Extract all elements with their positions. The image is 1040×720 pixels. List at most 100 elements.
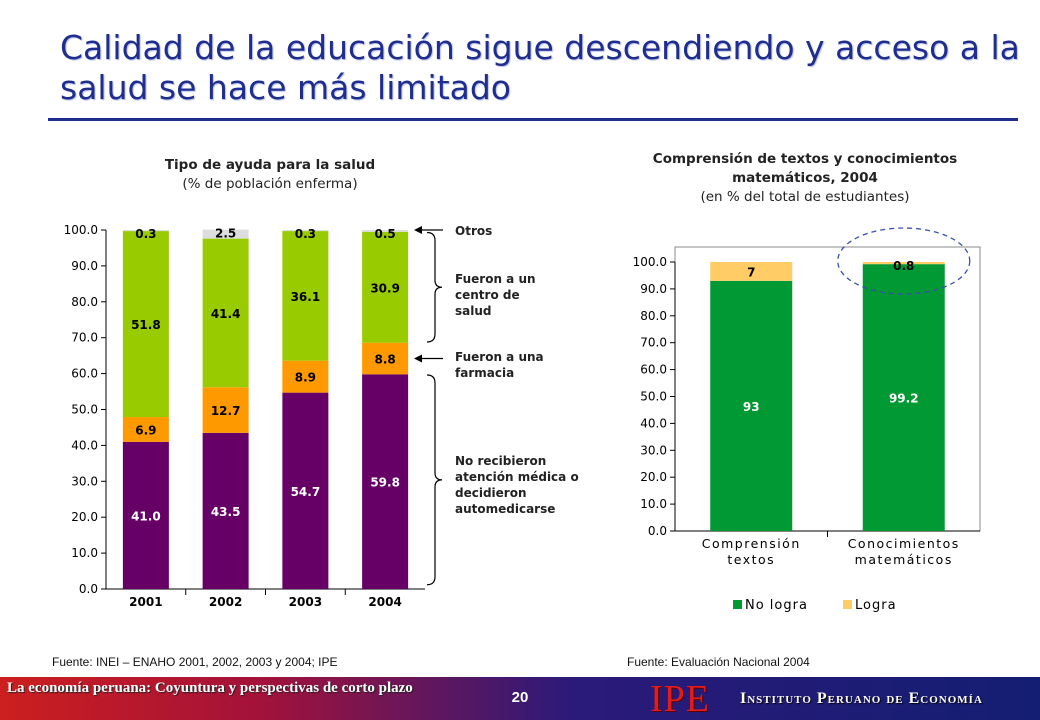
annotation-line: farmacia (455, 366, 514, 380)
annotation-line: decidieron (455, 486, 527, 500)
left-chart-bar-segment (282, 230, 329, 232)
left-chart-y-tick-label: 0.0 (79, 582, 98, 596)
annotation-line: atención médica o (455, 470, 579, 484)
farmacia-arrow-head (414, 354, 422, 363)
right-chart-source: Fuente: Evaluación Nacional 2004 (627, 655, 810, 669)
left-chart-data-label: 41.4 (211, 307, 241, 321)
centro-brace (426, 231, 443, 343)
right-chart-data-label: 93 (743, 400, 760, 414)
slide-title: Calidad de la educación sigue descendien… (60, 28, 1020, 107)
left-chart-data-label: 0.5 (374, 227, 395, 241)
annotation-otros: Otros (455, 224, 492, 238)
left-chart-x-tick-label: 2004 (368, 595, 401, 609)
left-chart-y-tick-label: 30.0 (71, 474, 98, 488)
left-chart-x-tick-label: 2001 (129, 595, 162, 609)
left-chart-y-tick-label: 40.0 (71, 438, 98, 452)
annotation-line: automedicarse (455, 502, 555, 516)
left-chart-data-label: 59.8 (370, 476, 400, 490)
left-chart-data-label: 2.5 (215, 227, 236, 241)
left-chart-source: Fuente: INEI – ENAHO 2001, 2002, 2003 y … (52, 655, 338, 669)
left-chart-bar-segment (122, 441, 169, 589)
left-chart-y-tick-label: 60.0 (71, 367, 98, 381)
annotation-line: No recibieron (455, 454, 546, 468)
right-chart-y-tick-label: 20.0 (640, 470, 667, 484)
right-chart-y-tick-label: 10.0 (640, 497, 667, 511)
left-chart-y-tick-label: 90.0 (71, 259, 98, 273)
right-chart-y-tick-label: 100.0 (633, 255, 667, 269)
left-chart-heading: Tipo de ayuda para la salud (% de poblac… (110, 156, 430, 194)
left-chart-data-label: 0.3 (135, 227, 156, 241)
left-chart-data-label: 54.7 (291, 485, 321, 499)
annotation-centro-de-salud: Fueron a un centro de salud (455, 272, 536, 318)
right-chart-y-tick-label: 90.0 (640, 282, 667, 296)
right-chart-y-tick-label: 40.0 (640, 416, 667, 430)
annotation-farmacia: Fueron a una farmacia (455, 350, 544, 380)
left-chart-data-label: 41.0 (131, 509, 161, 523)
left-chart-bar-segment (202, 229, 249, 239)
left-chart-data-label: 6.9 (135, 423, 156, 437)
left-chart-title: Tipo de ayuda para la salud (164, 157, 376, 173)
right-chart-data-label: 99.2 (889, 392, 919, 406)
left-chart-x-tick-label: 2002 (209, 595, 242, 609)
right-chart-y-tick-label: 80.0 (640, 309, 667, 323)
left-chart-data-label: 51.8 (131, 318, 161, 332)
annotation-line: Fueron a una (455, 350, 544, 364)
right-chart-legend-swatch (733, 600, 742, 609)
left-chart-bar-segment (362, 230, 409, 232)
left-chart-y-tick-label: 70.0 (71, 331, 98, 345)
right-chart-y-tick-label: 0.0 (648, 524, 667, 538)
institute-name: Instituto Peruano de Economía (740, 690, 983, 707)
left-chart-bar-segment (282, 231, 329, 361)
left-chart-y-tick-label: 20.0 (71, 510, 98, 524)
left-chart-bar-segment (362, 342, 409, 375)
left-chart-y-tick-label: 50.0 (71, 403, 98, 417)
left-chart-y-tick-label: 100.0 (64, 223, 98, 237)
annotation-line: salud (455, 304, 492, 318)
left-chart-x-tick-label: 2003 (289, 595, 322, 609)
left-chart-bar-segment (202, 387, 249, 433)
right-chart-heading: Comprensión de textos y conocimientos ma… (640, 150, 970, 207)
no-recibieron-brace (426, 374, 443, 586)
right-chart-legend-label: Logra (855, 598, 897, 613)
right-chart-title: Comprensión de textos y conocimientos ma… (652, 151, 958, 186)
right-chart-y-tick-label: 70.0 (640, 336, 667, 350)
right-chart-x-tick-label: Comprensión (702, 536, 801, 551)
left-chart-bar-segment (122, 230, 169, 232)
left-chart-bar-segment (122, 231, 169, 418)
left-chart-data-label: 8.8 (374, 353, 395, 367)
otros-arrow-head (414, 226, 422, 234)
right-chart-bar-segment (710, 280, 793, 531)
right-chart-legend-label: No logra (745, 598, 808, 613)
annotation-line: Fueron a un (455, 272, 536, 286)
left-chart-data-label: 0.3 (295, 227, 316, 241)
left-chart-data-label: 12.7 (211, 404, 241, 418)
footer-bar: La economía peruana: Coyuntura y perspec… (0, 677, 1040, 720)
left-chart-y-tick-label: 80.0 (71, 295, 98, 309)
annotation-no-recibieron: No recibieron atención médica o decidieron… (455, 454, 579, 516)
left-chart-data-label: 8.9 (295, 371, 316, 385)
right-chart-y-tick-label: 50.0 (640, 390, 667, 404)
right-chart-data-label: 7 (747, 265, 755, 279)
right-chart-y-tick-label: 60.0 (640, 363, 667, 377)
right-chart-x-tick-label: textos (727, 552, 775, 567)
left-chart-data-label: 30.9 (370, 281, 400, 295)
left-chart-y-tick-label: 10.0 (71, 546, 98, 560)
left-chart-bar-segment (202, 238, 249, 388)
right-chart-x-tick-label: matemáticos (855, 552, 953, 567)
left-chart-bar-segment (282, 392, 329, 589)
page-number: 20 (511, 689, 529, 706)
title-underline (48, 118, 1018, 121)
right-chart-data-label: 0.8 (893, 259, 914, 273)
annotation-line: centro de (455, 288, 520, 302)
left-chart-bar-segment (282, 360, 329, 393)
highlight-ellipse (837, 227, 971, 295)
right-chart-x-tick-label: Conocimientos (848, 536, 960, 551)
left-chart-subtitle: (% de población enferma) (182, 176, 358, 192)
annotation-line: Otros (455, 224, 492, 238)
right-chart-legend-swatch (843, 600, 852, 609)
left-chart-bar-segment (122, 417, 169, 442)
left-chart-bar-segment (362, 374, 409, 589)
left-chart-data-label: 36.1 (291, 290, 321, 304)
left-chart-bar-segment (362, 231, 409, 343)
